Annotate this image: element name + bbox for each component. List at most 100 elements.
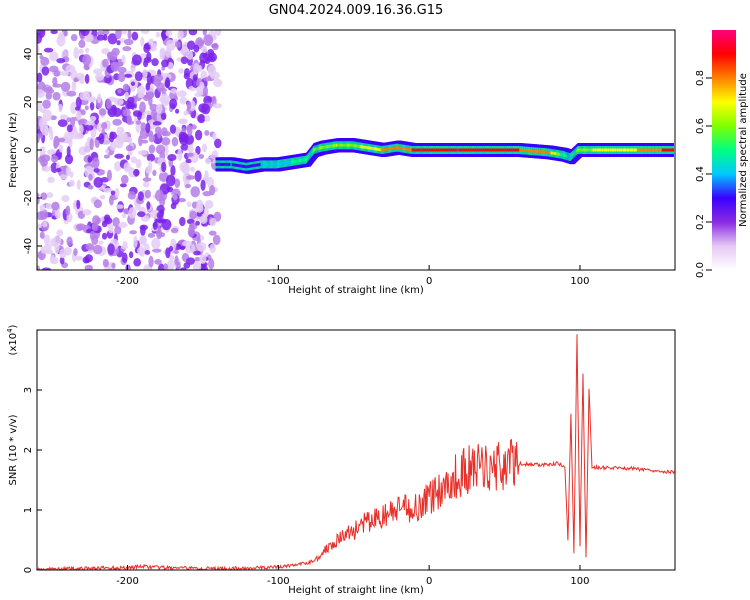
noise-cell xyxy=(49,254,55,264)
ridge-core xyxy=(651,148,657,152)
noise-cell xyxy=(163,263,168,270)
noise-cell xyxy=(168,245,174,252)
noise-cell xyxy=(41,165,52,172)
noise-cell xyxy=(133,235,138,248)
noise-cell xyxy=(178,131,186,143)
noise-cell xyxy=(113,97,124,106)
noise-cell xyxy=(127,96,135,104)
noise-cell xyxy=(186,175,196,180)
noise-cell xyxy=(213,78,223,88)
noise-cell xyxy=(48,65,59,73)
noise-cell xyxy=(37,30,46,38)
noise-cell xyxy=(152,121,162,126)
noise-cell xyxy=(110,190,116,196)
noise-cell xyxy=(151,109,158,119)
noise-cell xyxy=(143,56,152,63)
noise-cell xyxy=(140,30,150,35)
noise-cell xyxy=(79,92,87,100)
noise-cell xyxy=(125,136,133,143)
noise-cell xyxy=(41,66,50,76)
noise-cell xyxy=(187,50,194,60)
noise-cell xyxy=(156,211,164,219)
noise-cell xyxy=(63,30,68,37)
noise-cell xyxy=(172,193,178,201)
snr-y-label: SNR (10 * v/v) xyxy=(8,414,19,485)
noise-cell xyxy=(140,225,146,237)
noise-cell xyxy=(93,167,100,173)
noise-cell xyxy=(121,54,126,65)
noise-cell xyxy=(186,201,192,208)
noise-cell xyxy=(106,169,112,182)
noise-cell xyxy=(52,83,62,88)
noise-cell xyxy=(103,154,110,159)
noise-cell xyxy=(70,116,76,127)
noise-cell xyxy=(56,34,66,47)
noise-cell xyxy=(45,203,53,210)
noise-cell xyxy=(122,83,130,92)
noise-cell xyxy=(146,201,151,210)
noise-cell xyxy=(51,201,60,211)
noise-cell xyxy=(59,70,70,76)
noise-cell xyxy=(157,263,165,270)
ridge-core xyxy=(622,148,628,152)
noise-cell xyxy=(70,102,77,114)
noise-cell xyxy=(122,108,131,117)
noise-cell xyxy=(167,62,174,70)
noise-cell xyxy=(146,153,156,162)
ridge-core xyxy=(658,148,664,152)
noise-cell xyxy=(78,48,84,55)
noise-cell xyxy=(123,38,134,46)
noise-cell xyxy=(73,248,78,256)
noise-cell xyxy=(144,250,151,255)
noise-cell xyxy=(75,111,82,121)
noise-cell xyxy=(71,80,77,92)
noise-cell xyxy=(37,223,43,229)
noise-cell xyxy=(119,183,127,188)
noise-cell xyxy=(66,236,73,247)
noise-cell xyxy=(195,220,200,226)
noise-cell xyxy=(161,161,167,173)
noise-cell xyxy=(59,248,67,259)
noise-cell xyxy=(139,235,147,246)
noise-cell xyxy=(98,133,105,145)
colorbar-gradient xyxy=(712,30,736,270)
noise-cell xyxy=(55,167,62,173)
noise-cell xyxy=(191,124,197,130)
noise-cell xyxy=(149,103,159,112)
noise-cell xyxy=(76,179,81,191)
noise-cell xyxy=(84,258,90,264)
noise-cell xyxy=(167,259,175,270)
figure-title: GN04.2024.009.16.36.G15 xyxy=(269,3,444,18)
noise-cell xyxy=(202,30,207,36)
noise-cell xyxy=(120,244,128,250)
noise-cell xyxy=(110,61,120,72)
noise-cell xyxy=(114,225,122,235)
noise-cell xyxy=(82,209,92,216)
noise-cell xyxy=(59,256,65,265)
noise-cell xyxy=(147,232,156,238)
y-tick-label: 0 xyxy=(23,147,34,153)
noise-cell xyxy=(96,34,106,41)
noise-cell xyxy=(127,30,132,40)
noise-cell xyxy=(191,243,196,254)
noise-cell xyxy=(121,252,128,263)
spectrogram-y-label: Frequency (Hz) xyxy=(8,112,19,188)
noise-cell xyxy=(124,91,130,100)
noise-cell xyxy=(179,216,186,227)
noise-cell xyxy=(161,30,167,42)
noise-cell xyxy=(170,227,179,234)
noise-cell xyxy=(131,54,142,66)
noise-cell xyxy=(145,122,151,134)
noise-cell xyxy=(185,183,192,189)
noise-cell xyxy=(92,244,103,255)
noise-cell xyxy=(137,191,144,201)
noise-cell xyxy=(209,243,216,254)
noise-cell xyxy=(201,143,208,153)
noise-cell xyxy=(104,214,111,223)
noise-cell xyxy=(73,77,78,83)
noise-cell xyxy=(161,218,172,231)
y-tick-label: 0 xyxy=(23,567,34,573)
noise-cell xyxy=(142,177,152,182)
noise-cell xyxy=(137,211,146,218)
